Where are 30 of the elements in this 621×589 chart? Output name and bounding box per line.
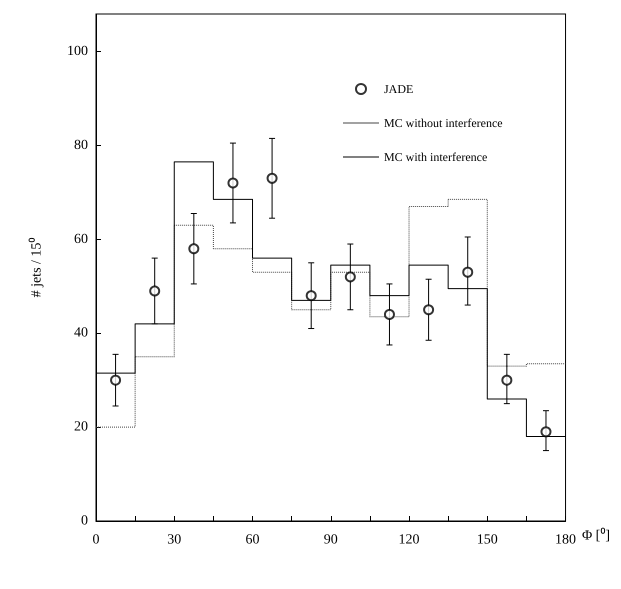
point: [149, 285, 160, 296]
point: [423, 304, 434, 316]
x-tick-label: 120: [398, 532, 420, 548]
y-axis-title: # jets / 15⁰: [28, 238, 44, 298]
point: [501, 374, 512, 386]
x-tick-label: 0: [92, 532, 100, 548]
point: [266, 172, 278, 184]
x-tick-label: 30: [167, 532, 182, 548]
x-tick-label: 60: [246, 532, 260, 548]
y-tick-label: 100: [67, 44, 88, 60]
y-tick-label: 0: [81, 514, 88, 528]
point: [344, 271, 356, 282]
y-tick-label: 80: [74, 138, 88, 153]
point: [462, 266, 474, 278]
y-tick-label: 20: [74, 420, 88, 435]
point: [110, 374, 122, 386]
legend-label: MC without interference: [384, 116, 503, 130]
y-tick-label: 40: [74, 326, 88, 341]
point: [188, 243, 200, 254]
x-axis-title: Φ [⁰]: [582, 528, 610, 544]
legend-label: JADE: [384, 82, 414, 96]
point: [540, 426, 552, 438]
x-tick-label: 180: [555, 532, 576, 548]
point: [227, 178, 238, 188]
legend-label: MC with interference: [384, 150, 488, 164]
point: [384, 308, 395, 320]
y-tick-label: 60: [74, 232, 88, 247]
x-tick-label: 150: [476, 532, 498, 548]
x-tick-label: 90: [324, 532, 338, 548]
point: [306, 290, 317, 302]
